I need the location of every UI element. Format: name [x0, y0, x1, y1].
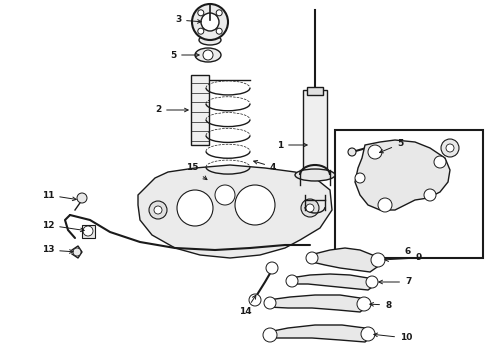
Text: 9: 9 [385, 253, 421, 262]
Text: 3: 3 [175, 15, 201, 24]
Text: 15: 15 [186, 163, 207, 180]
Circle shape [348, 148, 356, 156]
Polygon shape [82, 225, 95, 238]
Text: 8: 8 [370, 301, 391, 310]
Polygon shape [355, 140, 450, 210]
Circle shape [198, 28, 204, 34]
Circle shape [77, 193, 87, 203]
Text: 7: 7 [379, 278, 412, 287]
Circle shape [424, 189, 436, 201]
Text: 14: 14 [239, 295, 256, 316]
Bar [335, 130, 483, 258]
Circle shape [215, 185, 235, 205]
Circle shape [83, 226, 93, 236]
Polygon shape [290, 274, 375, 290]
Circle shape [446, 144, 454, 152]
Bar [303, 90, 327, 170]
Circle shape [306, 252, 318, 264]
Circle shape [216, 28, 222, 34]
Circle shape [366, 276, 378, 288]
Polygon shape [268, 295, 368, 312]
Ellipse shape [295, 169, 335, 181]
Circle shape [203, 50, 213, 60]
Circle shape [216, 10, 222, 16]
Circle shape [286, 275, 298, 287]
Circle shape [266, 262, 278, 274]
Polygon shape [310, 248, 380, 272]
Circle shape [177, 190, 213, 226]
Text: 5: 5 [170, 50, 199, 59]
Text: 13: 13 [42, 246, 73, 255]
Circle shape [441, 139, 459, 157]
Circle shape [149, 201, 167, 219]
Circle shape [264, 297, 276, 309]
Text: 11: 11 [42, 190, 76, 201]
Circle shape [371, 253, 385, 267]
Circle shape [249, 294, 261, 306]
Circle shape [201, 13, 219, 31]
Polygon shape [268, 325, 372, 342]
Circle shape [378, 198, 392, 212]
Text: 4: 4 [254, 161, 276, 171]
Text: 12: 12 [42, 220, 84, 232]
Bar [191, 75, 209, 145]
Circle shape [301, 199, 319, 217]
Text: 5: 5 [380, 139, 403, 153]
Circle shape [306, 204, 314, 212]
Polygon shape [138, 165, 332, 258]
Text: 1: 1 [277, 140, 307, 149]
Text: 10: 10 [374, 333, 413, 342]
Ellipse shape [195, 48, 221, 62]
Circle shape [235, 185, 275, 225]
Text: 6: 6 [405, 248, 411, 256]
Circle shape [154, 206, 162, 214]
Ellipse shape [199, 35, 221, 45]
Circle shape [357, 297, 371, 311]
Bar [307, 87, 323, 95]
Circle shape [263, 328, 277, 342]
Text: 2: 2 [155, 105, 188, 114]
Circle shape [198, 10, 204, 16]
Circle shape [434, 156, 446, 168]
Circle shape [355, 173, 365, 183]
Circle shape [73, 248, 81, 256]
Circle shape [368, 145, 382, 159]
Circle shape [361, 327, 375, 341]
Circle shape [192, 4, 228, 40]
